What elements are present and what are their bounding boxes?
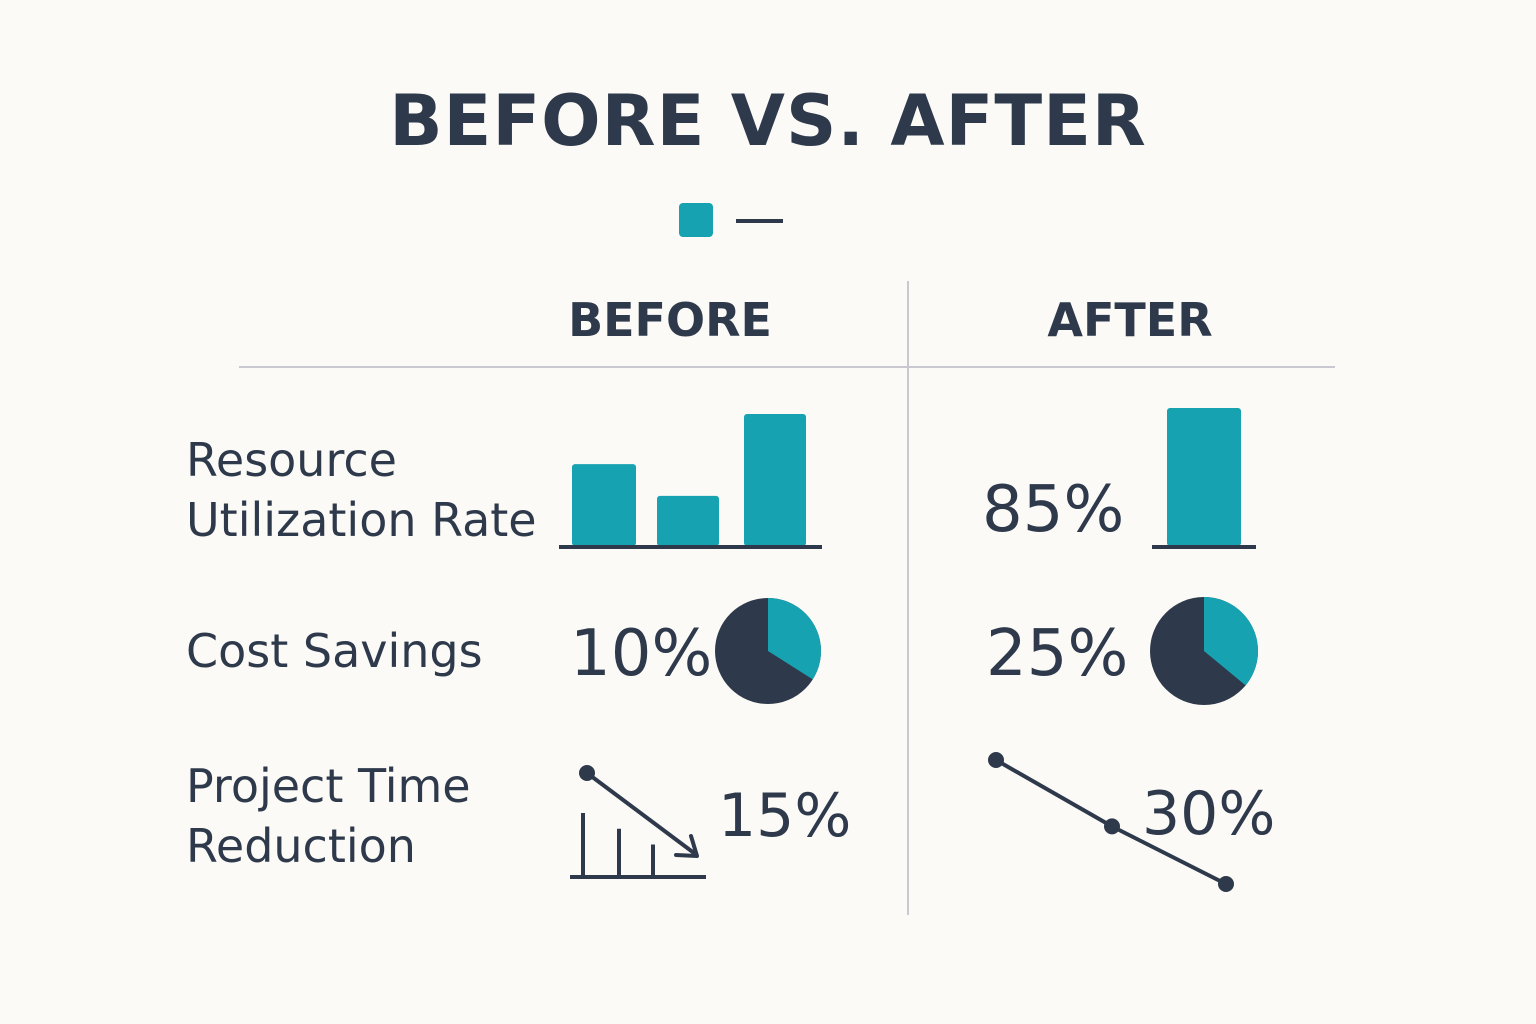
- after-time-point-1: [988, 752, 1004, 768]
- before-cost-pie-slice: [768, 598, 822, 680]
- after-utilization-value: 85%: [982, 473, 1125, 547]
- row-label-resource-line2: Utilization Rate: [186, 493, 537, 547]
- before-time-value: 15%: [718, 781, 852, 851]
- row-label-resource: Resource Utilization Rate: [186, 430, 537, 550]
- before-time-arrow-head: [674, 834, 699, 858]
- row-label-project-line2: Reduction: [186, 819, 416, 873]
- after-time-point-2: [1104, 818, 1120, 835]
- row-label-cost: Cost Savings: [186, 621, 483, 681]
- before-utilization-bar-3: [744, 414, 806, 546]
- column-header-after: AFTER: [1047, 293, 1213, 347]
- before-time-arrow-line: [585, 771, 696, 855]
- after-time-point-3: [1218, 876, 1234, 892]
- row-label-project-line1: Project Time: [186, 759, 471, 813]
- before-utilization-bar-1: [572, 464, 636, 546]
- column-header-before: BEFORE: [568, 293, 772, 347]
- after-utilization-bar: [1167, 408, 1241, 546]
- after-time-value: 30%: [1142, 779, 1276, 849]
- chart-title: BEFORE VS. AFTER: [389, 80, 1147, 162]
- after-cost-pie-slice: [1204, 597, 1258, 686]
- legend-swatch: [679, 203, 713, 237]
- row-label-resource-line1: Resource: [186, 433, 397, 487]
- row-label-cost-line1: Cost Savings: [186, 624, 483, 678]
- after-cost-value: 25%: [986, 617, 1129, 691]
- before-cost-value: 10%: [570, 617, 713, 691]
- before-utilization-bar-2: [657, 495, 719, 546]
- row-label-project: Project Time Reduction: [186, 756, 471, 876]
